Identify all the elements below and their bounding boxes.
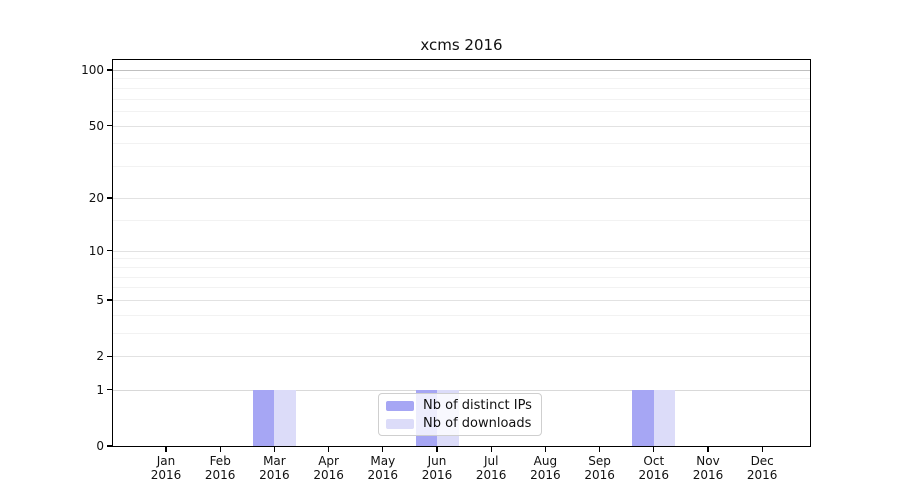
x-tick-year: 2016 xyxy=(204,468,236,482)
y-axis-tick xyxy=(107,445,112,447)
bar-nb-of-downloads-mar-2016 xyxy=(274,389,296,446)
x-tick-label: Jul 2016 xyxy=(463,454,519,482)
x-axis-tick xyxy=(490,447,492,452)
x-tick-label: Feb 2016 xyxy=(192,454,248,482)
gridline-minor xyxy=(113,266,810,268)
y-tick-label: 20 xyxy=(88,190,104,205)
y-tick-label: 50 xyxy=(88,118,104,133)
x-tick-year: 2016 xyxy=(367,468,399,482)
x-tick-year: 2016 xyxy=(150,468,182,482)
chart-title: xcms 2016 xyxy=(420,36,503,54)
legend-swatch-nb-of-downloads xyxy=(386,418,414,429)
y-axis-tick xyxy=(107,388,112,391)
x-axis-tick xyxy=(761,447,763,452)
x-axis-tick xyxy=(165,447,167,452)
legend-label: Nb of downloads xyxy=(423,416,532,431)
x-tick-year: 2016 xyxy=(475,468,507,482)
x-axis-tick xyxy=(328,447,330,452)
x-axis-tick xyxy=(707,447,709,452)
y-axis-tick xyxy=(107,124,112,127)
x-tick-month: Jun xyxy=(427,454,447,468)
x-tick-label: Oct 2016 xyxy=(626,454,682,482)
x-tick-label: Jun 2016 xyxy=(409,454,465,482)
x-axis-tick xyxy=(599,447,601,452)
plot-area xyxy=(113,60,810,446)
x-tick-label: Dec 2016 xyxy=(734,454,790,482)
gridline-major xyxy=(113,299,810,301)
x-tick-year: 2016 xyxy=(530,468,561,482)
legend: Nb of distinct IPs Nb of downloads xyxy=(378,393,542,436)
gridline-minor xyxy=(113,166,810,168)
x-tick-label: Mar 2016 xyxy=(246,454,302,482)
x-tick-year: 2016 xyxy=(313,468,344,482)
y-axis-tick xyxy=(107,69,112,71)
x-axis-tick xyxy=(273,447,276,452)
x-tick-month: Dec xyxy=(750,454,774,468)
x-axis-tick xyxy=(382,447,384,452)
gridline-major xyxy=(113,69,810,71)
x-tick-label: Apr 2016 xyxy=(301,454,357,482)
gridline-minor xyxy=(113,258,810,260)
x-tick-label: Sep 2016 xyxy=(572,454,628,482)
y-tick-label: 100 xyxy=(81,62,104,77)
gridline-minor xyxy=(113,276,810,278)
legend-swatch-nb-of-distinct-ips xyxy=(386,400,414,411)
x-axis-tick xyxy=(436,447,438,452)
gridline-major xyxy=(113,356,810,358)
x-tick-year: 2016 xyxy=(421,468,453,482)
y-tick-label: 2 xyxy=(96,349,104,364)
gridline-minor xyxy=(113,287,810,289)
gridline-minor xyxy=(113,98,810,100)
bar-nb-of-distinct-ips-oct-2016 xyxy=(632,389,654,446)
legend-label: Nb of distinct IPs xyxy=(423,398,532,413)
x-axis-tick xyxy=(653,447,655,452)
x-tick-year: 2016 xyxy=(584,468,615,482)
bar-nb-of-distinct-ips-mar-2016 xyxy=(252,389,275,446)
y-tick-label: 5 xyxy=(96,292,104,307)
gridline-major xyxy=(113,250,810,252)
y-axis-tick xyxy=(107,249,112,252)
x-axis-tick xyxy=(544,447,547,452)
y-tick-label: 10 xyxy=(88,243,104,258)
x-tick-month: Jul xyxy=(483,454,499,468)
x-tick-month: Feb xyxy=(209,454,231,468)
x-tick-month: Jan xyxy=(156,454,176,468)
x-tick-label: May 2016 xyxy=(355,454,411,482)
x-tick-month: Apr xyxy=(318,454,339,468)
gridline-minor xyxy=(113,220,810,222)
y-axis-tick xyxy=(107,197,112,199)
gridline-minor xyxy=(113,314,810,316)
x-tick-month: May xyxy=(370,454,396,468)
x-tick-year: 2016 xyxy=(259,468,290,482)
legend-item: Nb of downloads xyxy=(386,416,532,431)
x-tick-month: Sep xyxy=(588,454,611,468)
x-axis-tick xyxy=(219,447,221,452)
y-axis-tick xyxy=(107,299,112,301)
x-tick-label: Jan 2016 xyxy=(138,454,194,482)
gridline-major xyxy=(113,125,810,127)
y-tick-label: 0 xyxy=(96,439,104,453)
x-tick-label: Aug 2016 xyxy=(517,454,573,482)
x-tick-month: Nov xyxy=(696,454,720,468)
gridline-major xyxy=(113,197,810,199)
gridline-minor xyxy=(113,78,810,80)
bar-nb-of-downloads-oct-2016 xyxy=(653,389,676,446)
x-tick-month: Aug xyxy=(533,454,558,468)
gridline-minor xyxy=(113,110,810,112)
gridline-minor xyxy=(113,333,810,335)
y-axis-tick xyxy=(107,355,112,358)
x-tick-year: 2016 xyxy=(638,468,670,482)
x-tick-month: Mar xyxy=(263,454,286,468)
gridline-minor xyxy=(113,87,810,89)
legend-item: Nb of distinct IPs xyxy=(386,398,532,413)
x-tick-year: 2016 xyxy=(746,468,778,482)
x-tick-year: 2016 xyxy=(692,468,724,482)
x-tick-month: Oct xyxy=(643,454,665,468)
gridline-major xyxy=(113,389,810,391)
y-tick-label: 1 xyxy=(96,382,104,397)
x-tick-label: Nov 2016 xyxy=(680,454,736,482)
gridline-minor xyxy=(113,143,810,145)
